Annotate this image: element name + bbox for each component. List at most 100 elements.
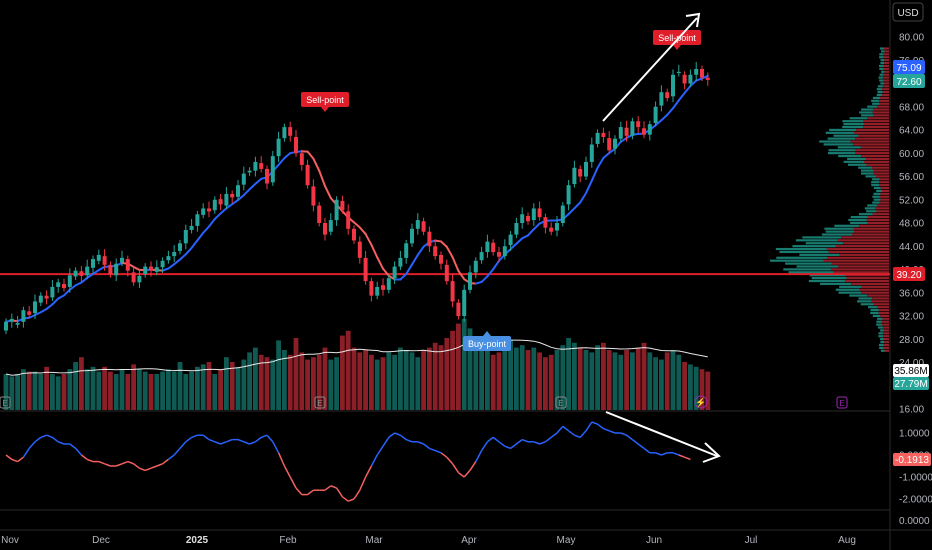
profile-bar-up: [880, 82, 885, 85]
oscillator-segment: [330, 485, 337, 489]
profile-bar-up: [827, 152, 856, 155]
profile-bar-up: [776, 256, 828, 259]
ma-segment: [677, 92, 686, 102]
candle-body: [601, 132, 606, 137]
profile-bar-down: [872, 111, 889, 114]
volume-bar: [705, 371, 711, 410]
profile-bar-down: [828, 250, 889, 254]
volume-bar: [380, 357, 386, 410]
profile-bar-down: [873, 114, 889, 117]
ma-segment: [213, 212, 222, 221]
profile-bar-down: [866, 218, 889, 222]
profile-bar-down: [876, 175, 889, 178]
profile-bar-up: [872, 102, 880, 105]
volume-bar: [328, 359, 334, 410]
candle-body: [212, 199, 217, 211]
ma-segment: [45, 303, 54, 310]
profile-bar-up: [880, 61, 885, 65]
volume-bar: [154, 374, 160, 410]
profile-bar-up: [835, 288, 860, 291]
profile-bar-down: [884, 47, 889, 50]
volume-last-badge: [893, 377, 929, 390]
profile-bar-down: [880, 186, 889, 190]
candle-body: [340, 200, 345, 211]
ma-segment: [654, 119, 663, 127]
profile-bar-down: [883, 56, 889, 59]
candle-body: [526, 216, 530, 222]
oscillator-badge: [893, 453, 931, 466]
profile-bar-up: [871, 184, 880, 187]
volume-bar: [432, 342, 438, 410]
candle-body: [415, 220, 420, 229]
ma-segment: [666, 107, 674, 116]
candle-body: [369, 281, 374, 296]
support-price-badge: [893, 267, 925, 281]
profile-bar-up: [834, 224, 859, 227]
oscillator-tick-label: -1.0000: [899, 473, 932, 484]
oscillator-segment: [46, 434, 53, 439]
profile-bar-up: [825, 131, 855, 134]
volume-bar: [595, 345, 600, 410]
candle-body: [682, 74, 687, 84]
profile-bar-up: [872, 96, 881, 100]
ma-segment: [34, 311, 42, 317]
oscillator-segment: [544, 436, 552, 443]
candle-body: [618, 127, 623, 139]
profile-bar-up: [819, 140, 851, 143]
profile-bar-down: [833, 271, 889, 274]
candle-body: [270, 156, 275, 183]
profile-bar-up: [809, 274, 846, 277]
ma-segment: [92, 269, 100, 275]
volume-bar: [485, 350, 490, 410]
candle-body: [694, 68, 699, 75]
volume-profile: [770, 47, 889, 352]
profile-bar-down: [884, 82, 889, 85]
candle-body: [473, 260, 478, 273]
profile-bar-up: [879, 47, 885, 50]
oscillator-trend-arrowhead: [702, 442, 721, 463]
ma-segment: [161, 267, 170, 272]
profile-bar-down: [859, 288, 889, 291]
price-tick-label: 24.00: [899, 358, 924, 369]
ma-segment: [672, 99, 680, 110]
volume-bar: [664, 352, 670, 410]
ma-segment: [399, 273, 408, 281]
ma-segment: [167, 263, 176, 270]
currency-label: USD: [897, 8, 918, 19]
profile-bar-up: [861, 114, 874, 117]
candle-body: [224, 193, 229, 206]
ma-segment: [28, 314, 36, 319]
ma-segment: [480, 275, 489, 283]
ma-segment: [248, 182, 257, 191]
candle-body: [520, 214, 525, 223]
profile-bar-up: [858, 297, 873, 300]
profile-bar-up: [872, 314, 881, 317]
volume-bar: [253, 347, 258, 410]
oscillator-segment: [335, 487, 344, 498]
oscillator-segment: [597, 423, 604, 430]
volume-bar: [90, 366, 96, 410]
profile-bar-up: [861, 108, 874, 111]
ma-segment: [689, 79, 698, 87]
candle-body: [404, 243, 409, 258]
oscillator-segment: [643, 447, 651, 454]
profile-bar-down: [883, 76, 889, 79]
time-tick-label: Nov: [1, 535, 19, 546]
price-tick-label: 80.00: [899, 33, 924, 44]
profile-bar-down: [845, 274, 889, 277]
oscillator-segment: [556, 425, 564, 434]
ma-price-label: 75.09: [896, 63, 921, 74]
oscillator-segment: [121, 460, 129, 465]
profile-bar-up: [824, 227, 854, 230]
currency-button[interactable]: [892, 2, 924, 22]
volume-bar: [508, 340, 513, 410]
ma-segment: [515, 237, 524, 245]
volume-bar: [96, 371, 102, 410]
volume-bar: [531, 347, 537, 410]
oscillator-segment: [492, 436, 500, 443]
profile-bar-down: [884, 50, 889, 53]
profile-bar-up: [867, 306, 878, 309]
oscillator-segment: [486, 436, 494, 443]
oscillator-segment: [475, 450, 483, 462]
